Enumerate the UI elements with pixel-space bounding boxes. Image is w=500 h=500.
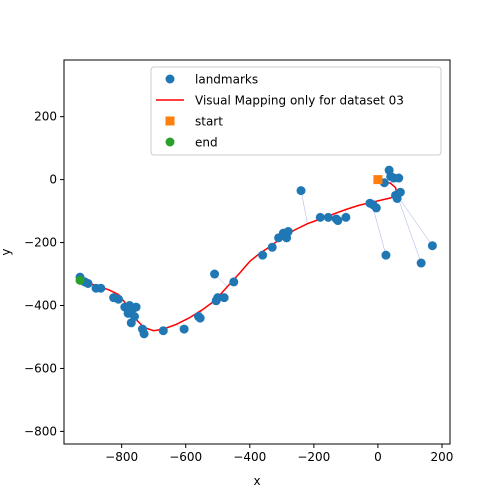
- x-tick-label: −400: [233, 450, 266, 464]
- legend-swatch: [165, 74, 175, 84]
- landmark-point: [394, 173, 404, 183]
- observation-ray: [396, 195, 422, 264]
- landmark-point: [395, 187, 405, 197]
- landmark-point: [381, 250, 391, 260]
- axes-frame: [63, 59, 451, 445]
- plot-area: [75, 165, 437, 339]
- y-tick-label: −600: [24, 361, 57, 375]
- x-axis-ticks: −800 −600 −400 −200 0 200: [105, 444, 453, 464]
- legend-label: end: [195, 136, 218, 150]
- landmark-point: [315, 212, 325, 222]
- landmark-point: [139, 329, 149, 339]
- landmark-point: [195, 313, 205, 323]
- y-axis-label: y: [0, 248, 13, 255]
- landmark-point: [296, 186, 306, 196]
- y-tick-label: −800: [24, 424, 57, 438]
- landmark-point: [213, 293, 223, 303]
- landmark-point: [333, 216, 343, 226]
- legend-box: [150, 66, 442, 156]
- landmark-point: [179, 324, 189, 334]
- legend-entry: end: [165, 136, 218, 150]
- landmark-point: [341, 212, 351, 222]
- observation-ray: [396, 195, 433, 246]
- x-tick-label: −600: [169, 450, 202, 464]
- start-end-markers: [75, 175, 383, 285]
- x-tick-label: 0: [374, 450, 382, 464]
- end-marker: [75, 275, 85, 285]
- landmark-point: [131, 302, 141, 312]
- y-tick-label: −200: [24, 236, 57, 250]
- x-tick-label: −800: [105, 450, 138, 464]
- legend-entry: start: [165, 115, 223, 129]
- y-tick-label: 200: [34, 110, 57, 124]
- landmark-point: [371, 203, 381, 213]
- landmark-point: [229, 277, 239, 287]
- landmark-point: [283, 227, 293, 237]
- landmark-point: [129, 312, 139, 322]
- landmark-point: [96, 283, 106, 293]
- landmark-point: [416, 258, 426, 268]
- legend-label: start: [195, 115, 223, 129]
- legend: landmarks Visual Mapping only for dataset…: [150, 66, 442, 156]
- x-tick-label: 200: [431, 450, 454, 464]
- landmark-point: [113, 294, 123, 304]
- x-tick-label: −200: [297, 450, 330, 464]
- landmark-point: [83, 278, 93, 288]
- landmark-point: [427, 241, 437, 251]
- y-tick-label: 0: [49, 173, 57, 187]
- legend-swatch: [165, 137, 175, 147]
- start-marker: [373, 175, 383, 185]
- landmark-point: [210, 269, 220, 279]
- legend-entry: landmarks: [165, 73, 258, 87]
- landmark-point: [267, 242, 277, 252]
- y-axis-ticks: −800 −600 −400 −200 0 200: [24, 110, 64, 438]
- y-tick-label: −400: [24, 299, 57, 313]
- x-axis-label: x: [253, 474, 260, 488]
- landmark-point: [258, 250, 268, 260]
- landmark-point: [158, 326, 168, 336]
- landmark-point: [219, 293, 229, 303]
- landmark-point: [323, 212, 333, 222]
- legend-label: landmarks: [195, 73, 258, 87]
- legend-swatch: [165, 116, 175, 126]
- landmark-points: [75, 165, 437, 339]
- legend-entry: Visual Mapping only for dataset 03: [156, 94, 404, 108]
- observation-ray: [300, 190, 308, 224]
- legend-label: Visual Mapping only for dataset 03: [195, 94, 404, 108]
